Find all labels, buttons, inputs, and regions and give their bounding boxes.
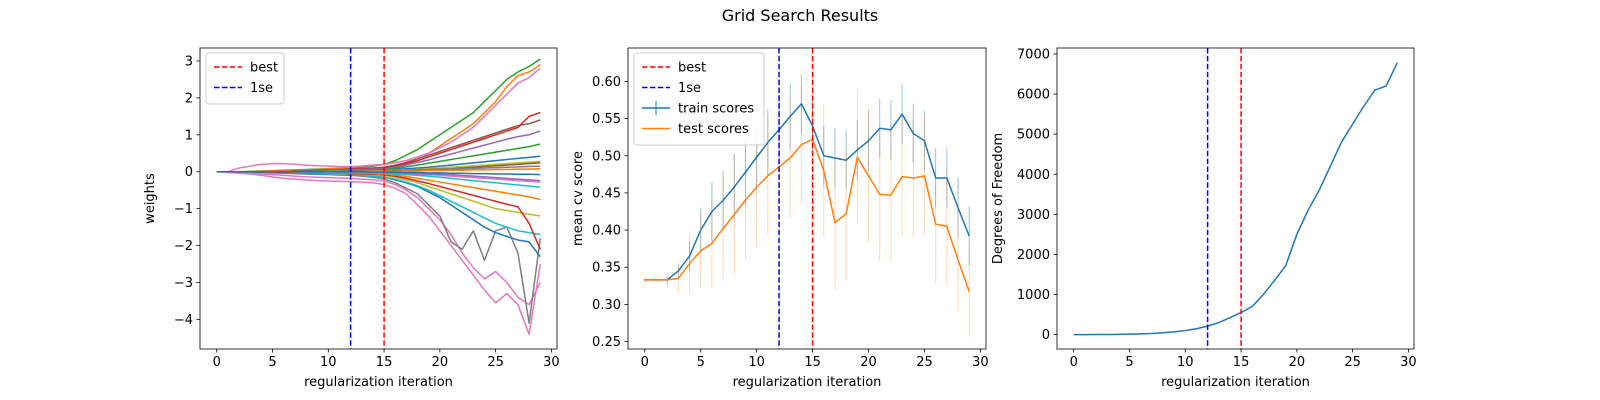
- x-tick-label: 25: [487, 355, 504, 370]
- chart-panel-dof: 0 5 10 15 20 25 30 0 1000 2000 3000 4000 5000 6000 700…: [991, 48, 1417, 390]
- series-line-test-scores: [644, 138, 970, 293]
- axes-frame: [1056, 47, 1415, 350]
- x-tick-label: 0: [1070, 355, 1078, 370]
- legend: best 1se train scores test scores: [633, 52, 765, 146]
- y-tick-label: 2: [185, 91, 193, 106]
- y-tick-label: 0: [1042, 328, 1050, 343]
- y-tick-label: 4000: [1017, 168, 1050, 183]
- x-tick-label: 10: [748, 355, 765, 370]
- y-tick-label: −2: [174, 239, 193, 254]
- x-tick-label: 25: [1344, 355, 1361, 370]
- chart-panel-scores: 0 5 10 15 20 25 30 0.25 0.30 0.35 0.40 0.45 0.50 0.55…: [571, 47, 989, 390]
- y-tick-label: 0.30: [592, 298, 621, 313]
- x-tick-label: 30: [972, 355, 989, 370]
- x-tick-label: 5: [268, 355, 276, 370]
- x-tick-label: 0: [641, 355, 649, 370]
- x-tick-label: 20: [860, 355, 877, 370]
- y-tick-label: 3000: [1017, 208, 1050, 223]
- series-line-train-scores: [644, 102, 970, 281]
- plot-area: [644, 72, 970, 337]
- y-tick-label: 1000: [1017, 288, 1050, 303]
- legend: best 1se: [205, 52, 285, 105]
- axes-frame: [627, 47, 987, 350]
- legend-label-train-scores: train scores: [678, 102, 754, 117]
- axes-frame: [199, 47, 558, 350]
- legend-frame: [633, 52, 765, 146]
- x-tick-label: 30: [1400, 355, 1417, 370]
- legend-label-best: best: [678, 61, 706, 76]
- y-tick-label: 3: [185, 54, 193, 69]
- y-tick-label: 2000: [1017, 248, 1050, 263]
- x-tick-label: 5: [697, 355, 705, 370]
- y-tick-label: 0: [185, 165, 193, 180]
- y-axis-label: weights: [143, 173, 158, 224]
- series-line-2: [216, 67, 541, 173]
- legend-label-best: best: [250, 61, 278, 76]
- y-tick-label: 5000: [1017, 128, 1050, 143]
- legend-label-1se: 1se: [678, 81, 701, 96]
- series-line-4: [216, 170, 541, 306]
- series-line-3: [216, 170, 542, 335]
- legend-label-1se: 1se: [250, 81, 273, 96]
- legend-frame: [205, 52, 285, 105]
- chart-panel-weights: 0 5 10 15 20 25 30 −4 −3 −2 −1 0 1 2 3 regularization i…: [143, 47, 560, 390]
- x-tick-label: 15: [1233, 355, 1250, 370]
- y-axis-label: mean cv score: [571, 151, 586, 246]
- y-tick-label: 7000: [1017, 48, 1050, 63]
- legend-label-test-scores: test scores: [678, 122, 749, 137]
- x-tick-label: 10: [320, 355, 337, 370]
- x-tick-label: 20: [432, 355, 449, 370]
- y-tick-label: 0.55: [592, 112, 621, 127]
- series-line-0: [1073, 62, 1398, 336]
- y-tick-label: −4: [174, 313, 193, 328]
- x-tick-label: 15: [804, 355, 821, 370]
- series-line-23: [216, 170, 541, 176]
- y-axis-label: Degrees of Freedom: [991, 133, 1006, 264]
- x-tick-label: 10: [1177, 355, 1194, 370]
- x-tick-label: 30: [543, 355, 560, 370]
- plot-area: [216, 58, 542, 335]
- x-tick-label: 15: [376, 355, 393, 370]
- x-tick-label: 25: [916, 355, 933, 370]
- x-tick-label: 20: [1289, 355, 1306, 370]
- y-tick-label: 0.25: [592, 335, 621, 350]
- y-tick-label: 0.50: [592, 149, 621, 164]
- plot-area: [1073, 62, 1398, 336]
- y-tick-label: 0.60: [592, 75, 621, 90]
- x-tick-label: 5: [1125, 355, 1133, 370]
- x-axis-label: regularization iteration: [304, 375, 453, 390]
- figure-title: Grid Search Results: [722, 6, 879, 25]
- y-tick-label: −1: [174, 202, 193, 217]
- x-axis-label: regularization iteration: [1161, 375, 1310, 390]
- x-tick-label: 0: [213, 355, 221, 370]
- y-tick-label: 6000: [1017, 88, 1050, 103]
- y-tick-label: 0.45: [592, 186, 621, 201]
- y-tick-label: 0.40: [592, 224, 621, 239]
- x-axis-label: regularization iteration: [733, 375, 882, 390]
- y-tick-label: −3: [174, 276, 193, 291]
- y-tick-label: 0.35: [592, 261, 621, 276]
- y-tick-label: 1: [185, 128, 193, 143]
